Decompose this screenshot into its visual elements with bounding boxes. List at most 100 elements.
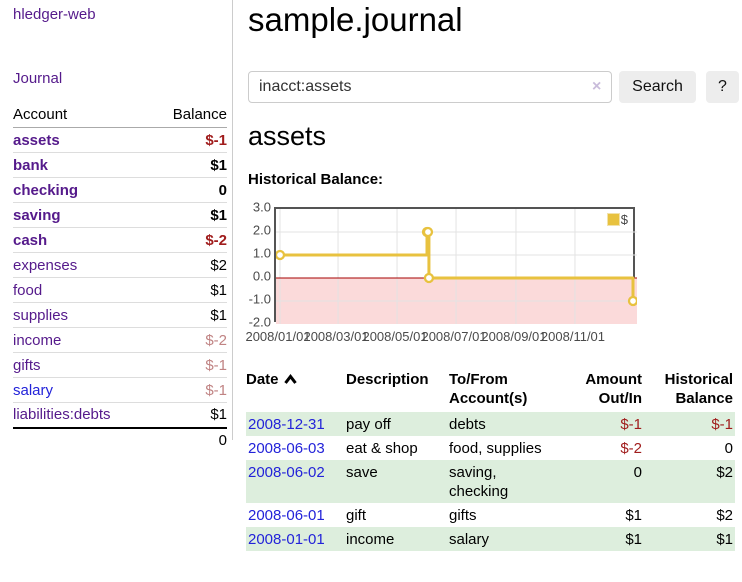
transaction-description: income: [346, 527, 449, 551]
account-balance: $-2: [150, 227, 227, 253]
account-row: saving $1: [13, 202, 227, 228]
transaction-accounts: gifts: [449, 507, 477, 524]
x-axis-tick-label: 2008/07/01: [421, 329, 487, 344]
chart-title-label: Historical Balance:: [248, 171, 384, 188]
chart-plot-area: $: [274, 207, 637, 324]
sort-ascending-icon: [283, 371, 297, 390]
accounts-column-header: To/From Account(s): [449, 371, 528, 407]
balance-column-header: Balance: [150, 104, 227, 128]
legend-series-label: $: [620, 212, 628, 227]
account-row: liabilities:debts $1: [13, 402, 227, 428]
register-table: Date Description To/From Account(s) Amou…: [246, 362, 735, 551]
transaction-balance: $2: [716, 507, 733, 524]
transaction-row: 2008-06-01 gift gifts $1 $2: [246, 503, 735, 527]
account-link-supplies[interactable]: supplies: [13, 306, 69, 324]
transaction-balance: $2: [642, 460, 735, 503]
y-axis-tick-label: -2.0: [248, 314, 271, 330]
page-title: sample.journal: [248, 1, 463, 38]
y-axis-tick-label: -1.0: [248, 291, 271, 307]
transaction-date-link[interactable]: 2008-06-01: [248, 507, 325, 524]
transaction-row: 2008-06-03 eat & shop food, supplies $-2…: [246, 436, 735, 460]
date-column-header[interactable]: Date: [246, 362, 346, 412]
transaction-amount: $-2: [620, 440, 642, 457]
transaction-accounts: debts: [449, 412, 574, 436]
chart-legend: $: [606, 212, 628, 227]
account-link-food[interactable]: food: [13, 281, 43, 299]
account-balance: $-1: [150, 377, 227, 403]
help-button[interactable]: ?: [706, 71, 739, 103]
account-row: cash $-2: [13, 227, 227, 253]
transaction-amount: $-1: [574, 412, 642, 436]
y-axis-tick-label: 2.0: [252, 222, 271, 238]
transaction-description: gift: [346, 507, 367, 524]
transaction-row: 2008-06-02 save saving, checking 0 $2: [246, 460, 735, 503]
x-axis-tick-label: 2008/11/01: [540, 329, 606, 344]
account-balance: $1: [150, 277, 227, 303]
account-link-liabilities-debts[interactable]: liabilities:debts: [13, 406, 111, 424]
accounts-total-value: 0: [150, 426, 227, 453]
x-axis-tick-label: 2008/09/01: [481, 329, 547, 344]
transaction-date-link[interactable]: 2008-06-03: [248, 440, 325, 457]
account-table-header: Account Balance: [13, 104, 227, 128]
account-balance: $1: [150, 152, 227, 178]
account-column-header: Account: [13, 104, 151, 128]
account-link-expenses[interactable]: expenses: [13, 256, 78, 274]
account-row: checking 0: [13, 177, 227, 203]
account-row: expenses $2: [13, 252, 227, 278]
account-link-income[interactable]: income: [13, 331, 62, 349]
account-balance: $1: [150, 202, 227, 228]
account-link-checking[interactable]: checking: [13, 181, 79, 199]
account-balance: $1: [150, 302, 227, 328]
transaction-description: save: [346, 460, 449, 503]
transaction-balance: $-1: [642, 412, 735, 436]
accounts-total-row: 0: [13, 426, 227, 453]
x-axis-tick-label: 2008/05/01: [362, 329, 428, 344]
y-axis-tick-label: 3.0: [252, 199, 271, 215]
account-link-salary[interactable]: salary: [13, 381, 54, 399]
transaction-accounts: food, supplies: [449, 440, 542, 457]
account-row: bank $1: [13, 152, 227, 178]
transaction-date-link[interactable]: 2008-06-02: [248, 464, 325, 481]
search-form: × Search ?: [248, 71, 742, 103]
transaction-amount: $1: [574, 527, 642, 551]
balance-column-header: Historical Balance: [664, 371, 733, 407]
account-link-assets[interactable]: assets: [13, 131, 60, 149]
account-heading: assets: [248, 121, 327, 151]
account-row: assets $-1: [13, 127, 227, 153]
transaction-date-link[interactable]: 2008-01-01: [248, 531, 325, 548]
register-header-row: Date Description To/From Account(s) Amou…: [246, 362, 735, 412]
account-link-bank[interactable]: bank: [13, 156, 49, 174]
transaction-description: eat & shop: [346, 440, 418, 457]
sidebar: hledger-web Journal Account Balance asse…: [0, 0, 232, 582]
sidebar-divider: [232, 0, 233, 440]
account-link-cash[interactable]: cash: [13, 231, 48, 249]
transaction-date-link[interactable]: 2008-12-31: [248, 416, 325, 433]
transaction-accounts: saving, checking: [449, 460, 574, 503]
account-row: income $-2: [13, 327, 227, 353]
account-row: gifts $-1: [13, 352, 227, 378]
transaction-accounts: salary: [449, 527, 574, 551]
amount-column-header: Amount Out/In: [585, 371, 642, 407]
account-balance: $-1: [150, 127, 227, 153]
search-button[interactable]: Search: [619, 71, 696, 103]
transaction-row: 2008-01-01 income salary $1 $1: [246, 527, 735, 551]
account-link-saving[interactable]: saving: [13, 206, 61, 224]
legend-swatch-icon: [606, 213, 620, 226]
app-brand-link[interactable]: hledger-web: [13, 6, 96, 23]
clear-search-icon[interactable]: ×: [592, 78, 602, 95]
x-axis-tick-label: 2008/03/01: [303, 329, 369, 344]
search-input[interactable]: [248, 71, 612, 103]
account-balance: $-2: [150, 327, 227, 353]
transaction-amount: 0: [574, 460, 642, 503]
account-row: salary $-1: [13, 377, 227, 403]
account-balance: 0: [150, 177, 227, 203]
y-axis-tick-label: 0.0: [252, 268, 271, 284]
y-axis-tick-label: 1.0: [252, 245, 271, 261]
transaction-balance: $1: [642, 527, 735, 551]
transaction-amount: $1: [625, 507, 642, 524]
transaction-description: pay off: [346, 412, 449, 436]
transaction-balance: 0: [724, 440, 733, 457]
sidebar-item-journal[interactable]: Journal: [13, 70, 63, 87]
account-link-gifts[interactable]: gifts: [13, 356, 41, 374]
account-row: supplies $1: [13, 302, 227, 328]
